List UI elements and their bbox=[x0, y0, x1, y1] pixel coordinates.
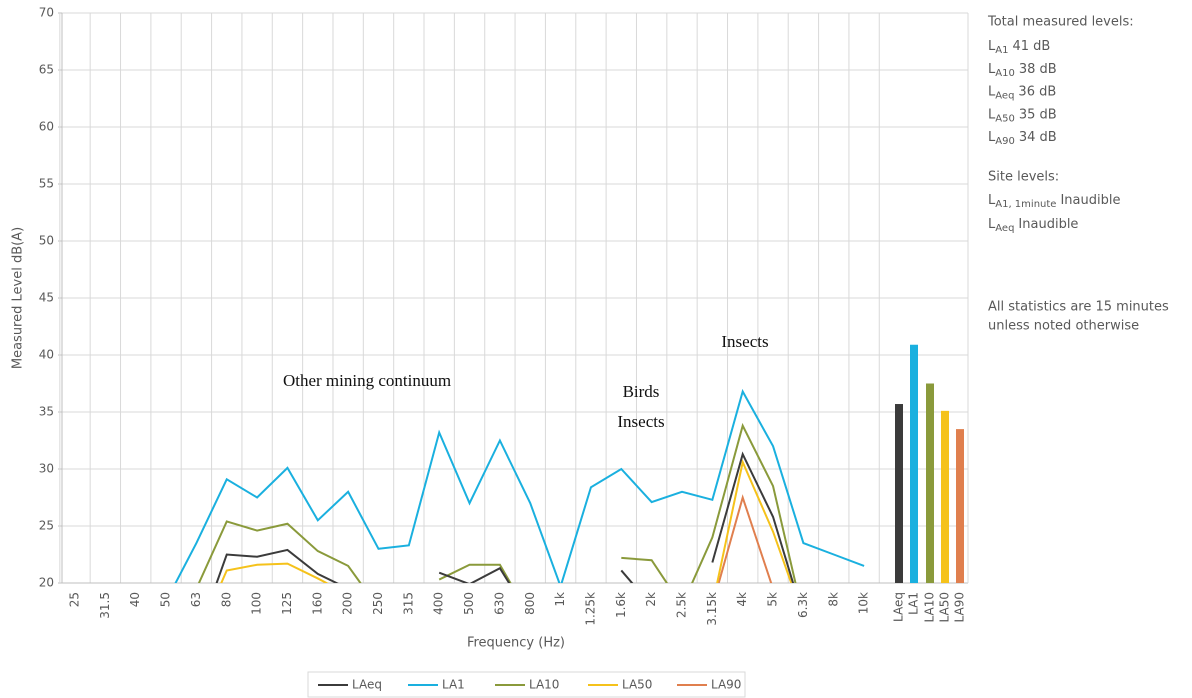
x-tick-label: 40 bbox=[128, 592, 142, 607]
x-tick-label: 31.5 bbox=[98, 592, 112, 619]
y-axis-title: Measured Level dB(A) bbox=[11, 227, 26, 369]
y-tick-label: 20 bbox=[39, 576, 54, 590]
series-line bbox=[220, 458, 793, 583]
x-tick-label: 125 bbox=[280, 592, 294, 615]
side-title: Site levels: bbox=[988, 170, 1059, 185]
x-tick-label: 500 bbox=[462, 592, 476, 615]
x-tick-label: 25 bbox=[68, 592, 82, 607]
total-bar bbox=[956, 429, 964, 583]
total-bar bbox=[910, 344, 918, 583]
legend-label: LA10 bbox=[529, 678, 559, 692]
x-tick-label: LA1 bbox=[907, 592, 921, 615]
side-item: LA50 35 dB bbox=[988, 107, 1057, 125]
y-tick-label: 65 bbox=[39, 63, 54, 77]
side-title: Total measured levels: bbox=[987, 15, 1134, 30]
side-note: All statistics are 15 minutes bbox=[988, 300, 1169, 315]
x-tick-label: 63 bbox=[189, 592, 203, 607]
legend-label: LA50 bbox=[622, 678, 652, 692]
annotation: Other mining continuum bbox=[283, 371, 451, 390]
y-tick-label: 35 bbox=[39, 405, 54, 419]
total-bar bbox=[941, 410, 949, 583]
x-tick-label: 50 bbox=[159, 592, 173, 607]
x-tick-label: 250 bbox=[371, 592, 385, 615]
x-tick-label: LA50 bbox=[938, 592, 952, 622]
side-item: LA90 34 dB bbox=[988, 130, 1057, 148]
x-tick-label: LA10 bbox=[923, 592, 937, 622]
x-tick-label: 1.6k bbox=[614, 592, 628, 618]
y-tick-label: 45 bbox=[39, 291, 54, 305]
annotation: Birds bbox=[623, 382, 660, 401]
y-tick-label: 25 bbox=[39, 519, 54, 533]
legend-label: LAeq bbox=[352, 678, 382, 692]
x-axis-title: Frequency (Hz) bbox=[467, 636, 565, 651]
x-tick-label: 315 bbox=[401, 592, 415, 615]
x-tick-label: 160 bbox=[310, 592, 324, 615]
total-bar bbox=[895, 404, 903, 583]
x-tick-label: LA90 bbox=[953, 592, 967, 622]
x-tick-label: 2.5k bbox=[675, 592, 689, 618]
side-item: LAeq Inaudible bbox=[988, 217, 1078, 235]
x-tick-label: 1k bbox=[553, 592, 567, 607]
y-tick-label: 60 bbox=[39, 120, 54, 134]
x-tick-label: 200 bbox=[341, 592, 355, 615]
x-tick-label: 6.3k bbox=[796, 592, 810, 618]
x-tick-label: 5k bbox=[766, 592, 780, 607]
side-item: LAeq 36 dB bbox=[988, 84, 1056, 102]
x-tick-label: 800 bbox=[523, 592, 537, 615]
x-tick-label: 630 bbox=[492, 592, 506, 615]
x-tick-label: 400 bbox=[432, 592, 446, 615]
x-tick-label: 3.15k bbox=[705, 592, 719, 626]
side-note: unless noted otherwise bbox=[988, 319, 1139, 334]
x-tick-label: 2k bbox=[644, 592, 658, 607]
y-tick-label: 55 bbox=[39, 177, 54, 191]
y-tick-label: 50 bbox=[39, 234, 54, 248]
legend-label: LA1 bbox=[442, 678, 465, 692]
annotation: Insects bbox=[721, 332, 768, 351]
x-tick-label: 10k bbox=[857, 592, 871, 614]
series-line bbox=[215, 451, 795, 583]
series-line bbox=[174, 388, 865, 583]
series-line bbox=[197, 422, 797, 583]
annotation: Insects bbox=[617, 412, 664, 431]
x-tick-label: LAeq bbox=[892, 592, 906, 622]
x-tick-label: 1.25k bbox=[583, 592, 597, 626]
y-tick-label: 30 bbox=[39, 462, 54, 476]
side-item: LA1, 1minute Inaudible bbox=[988, 193, 1120, 211]
total-bar bbox=[926, 383, 934, 583]
legend-box bbox=[307, 671, 746, 698]
x-tick-label: 8k bbox=[826, 592, 840, 607]
y-tick-label: 40 bbox=[39, 348, 54, 362]
series-line bbox=[717, 494, 773, 583]
side-item: LA10 38 dB bbox=[988, 61, 1057, 79]
x-tick-label: 4k bbox=[735, 592, 749, 607]
x-tick-label: 80 bbox=[219, 592, 233, 607]
y-tick-label: 70 bbox=[39, 6, 54, 20]
x-tick-label: 100 bbox=[250, 592, 264, 615]
legend-label: LA90 bbox=[711, 678, 741, 692]
side-item: LA1 41 dB bbox=[988, 39, 1050, 57]
